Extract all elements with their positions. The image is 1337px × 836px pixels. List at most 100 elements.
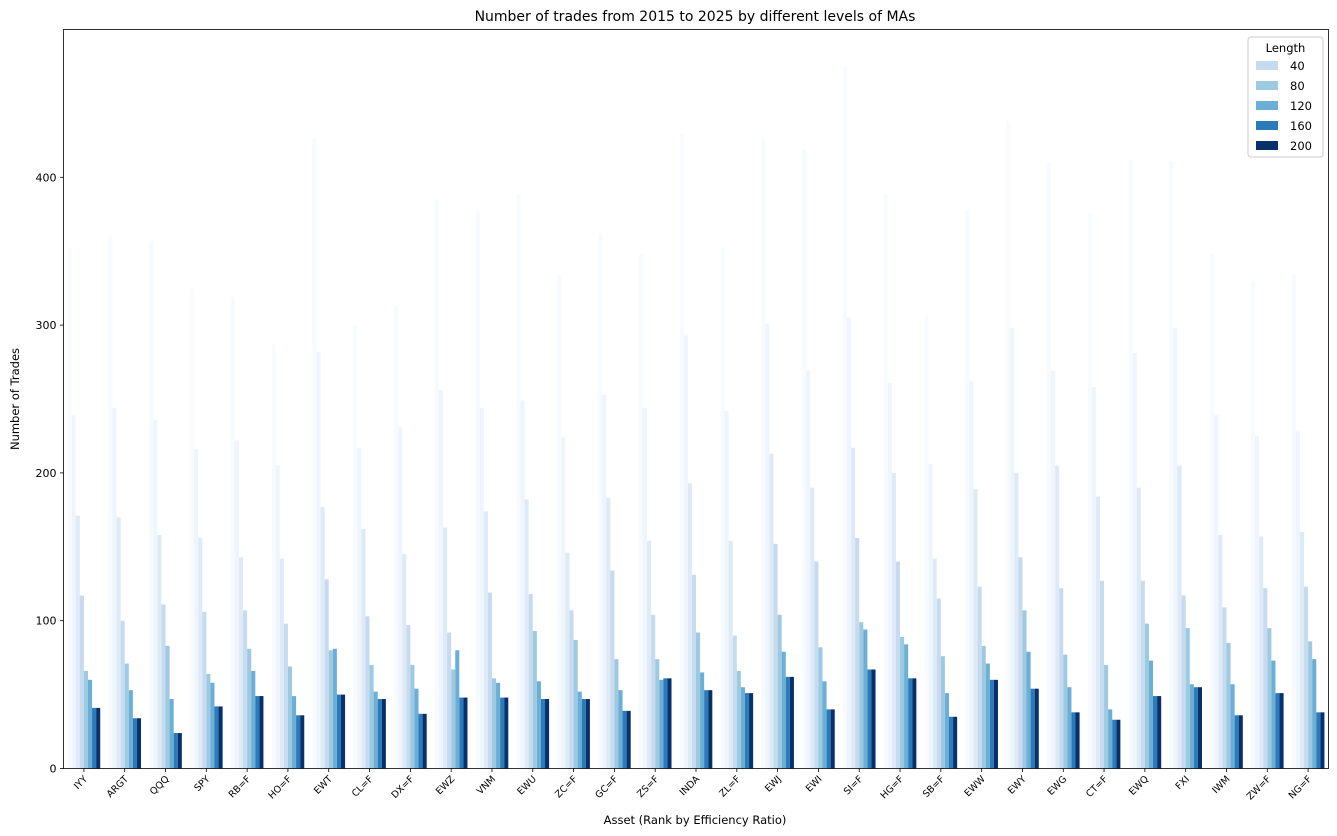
bar-GC=F-80 <box>614 659 619 769</box>
bar-CT=F-200 <box>1116 719 1121 769</box>
bar-CL=F-s0 <box>353 325 358 769</box>
bar-IYY-40 <box>79 595 84 769</box>
x-axis-label: Asset (Rank by Efficiency Ratio) <box>604 813 787 827</box>
bar-SI=F-200 <box>871 669 876 769</box>
bar-CL=F-40 <box>365 616 370 769</box>
bar-INDA-40 <box>691 574 696 769</box>
bar-RB=F-s1 <box>234 440 239 769</box>
x-axis: IYY ARGT QQQ SPY RB=F HO=F EWT CL=F DX=F EWZ VNM EW… <box>72 768 1314 802</box>
bar-NG=F-s1 <box>1295 431 1300 769</box>
bar-HO=F-160 <box>296 715 301 769</box>
bar-EWU-200 <box>545 699 550 769</box>
bar-ZS=F-120 <box>659 679 664 769</box>
bar-ZW=F-40 <box>1263 588 1268 769</box>
bar-FXI-s2 <box>1177 465 1182 769</box>
bar-EWY-40 <box>1018 557 1023 769</box>
bar-IYY-120 <box>87 679 93 769</box>
bar-FXI-40 <box>1181 595 1186 769</box>
bar-ZS=F-s1 <box>642 407 648 769</box>
bar-INDA-s2 <box>687 483 692 769</box>
bar-SPY-120 <box>210 682 215 769</box>
bar-ZC=F-160 <box>581 699 586 769</box>
legend-swatch-160 <box>1256 121 1278 130</box>
bar-EWY-s1 <box>1010 328 1015 769</box>
y-tick-label: 100 <box>36 615 57 628</box>
bar-ZW=F-s1 <box>1255 435 1260 769</box>
bar-EWJ-s1 <box>765 323 770 769</box>
bar-EWJ-120 <box>781 651 786 769</box>
bar-EWT-80 <box>328 650 333 769</box>
bar-DX=F-s2 <box>402 554 407 769</box>
bar-SPY-s1 <box>194 449 199 769</box>
bar-EWW-s2 <box>973 489 978 769</box>
bar-SPY-80 <box>206 673 211 769</box>
bar-HO=F-120 <box>292 696 297 769</box>
bar-EWU-120 <box>536 681 541 769</box>
bar-EWJ-40 <box>773 543 778 769</box>
bar-HO=F-200 <box>300 715 305 769</box>
bar-NG=F-s0 <box>1291 274 1296 769</box>
bar-SB=F-s2 <box>932 558 937 769</box>
legend-label-120: 120 <box>1290 99 1312 113</box>
bar-GC=F-120 <box>618 690 623 769</box>
bar-EWZ-s0 <box>434 199 439 769</box>
bar-IYY-s2 <box>75 515 80 769</box>
bar-SPY-40 <box>202 611 207 769</box>
bar-DX=F-s0 <box>394 305 399 769</box>
x-tick-label: EWG <box>1046 774 1070 798</box>
legend-swatch-80 <box>1256 81 1278 90</box>
bar-IYY-s0 <box>67 248 72 769</box>
bar-CT=F-160 <box>1112 719 1117 769</box>
bar-EWI-200 <box>830 709 835 769</box>
bar-CT=F-80 <box>1104 665 1109 769</box>
bar-IWM-40 <box>1222 607 1227 769</box>
bar-EWW-s1 <box>969 381 974 769</box>
bar-HG=F-160 <box>908 678 913 769</box>
bar-EWG-120 <box>1067 687 1072 769</box>
bar-QQQ-s0 <box>149 240 154 769</box>
bar-EWU-160 <box>540 699 546 769</box>
bar-IWM-s2 <box>1218 534 1223 769</box>
bar-SB=F-80 <box>940 656 945 769</box>
bar-ZW=F-s2 <box>1259 536 1264 769</box>
bar-INDA-200 <box>708 690 713 769</box>
bar-EWI-120 <box>822 681 827 769</box>
x-tick-label: EWJ <box>763 774 784 795</box>
bar-RB=F-s2 <box>238 557 244 769</box>
bar-EWW-s0 <box>965 209 970 769</box>
bar-NG=F-160 <box>1316 712 1321 769</box>
bar-ZL=F-200 <box>749 693 754 769</box>
bar-QQQ-s1 <box>153 419 158 769</box>
bar-EWQ-40 <box>1140 580 1145 769</box>
bar-SPY-s2 <box>198 537 203 769</box>
bar-IWM-160 <box>1234 715 1239 769</box>
bar-GC=F-s1 <box>602 394 607 769</box>
x-tick-label: RB=F <box>227 774 254 801</box>
bar-SI=F-s2 <box>851 447 856 769</box>
bar-FXI-200 <box>1197 687 1202 769</box>
y-tick-label: 200 <box>36 467 57 480</box>
bar-CT=F-s2 <box>1095 496 1100 769</box>
bar-EWQ-s1 <box>1132 353 1137 769</box>
bar-ZC=F-200 <box>585 699 590 769</box>
x-tick-label: INDA <box>678 773 703 798</box>
bar-EWZ-80 <box>451 669 456 769</box>
bar-SPY-s0 <box>190 288 195 769</box>
bar-EWZ-s2 <box>443 527 448 769</box>
bar-CL=F-120 <box>373 691 378 769</box>
bar-ZC=F-80 <box>573 639 578 769</box>
bar-EWJ-80 <box>777 614 782 769</box>
bar-IWM-s0 <box>1210 254 1215 769</box>
bar-SI=F-80 <box>859 622 864 769</box>
bar-QQQ-200 <box>177 733 182 769</box>
bar-EWW-40 <box>977 586 982 769</box>
bar-SI=F-40 <box>855 537 860 769</box>
bar-IYY-s1 <box>71 415 76 769</box>
bar-HG=F-s1 <box>887 382 892 769</box>
bar-ZS=F-s2 <box>647 540 652 769</box>
bar-HG=F-s0 <box>883 193 888 769</box>
bar-CL=F-200 <box>381 699 386 769</box>
plot-area <box>63 29 1329 769</box>
bar-ZW=F-120 <box>1271 660 1276 769</box>
bar-VNM-s0 <box>475 211 480 769</box>
